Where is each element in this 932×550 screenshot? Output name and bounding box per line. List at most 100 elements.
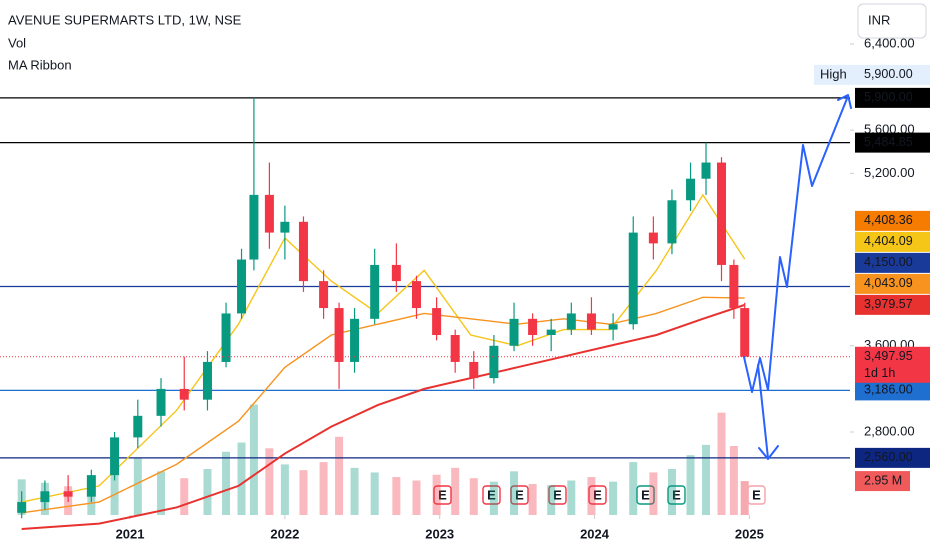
candle-body (249, 194, 259, 260)
currency-button[interactable] (857, 3, 927, 39)
candle-body (432, 308, 442, 335)
candle-body (133, 415, 143, 438)
y-tick-label: 5,200.00 (864, 165, 915, 180)
price-badge (855, 210, 930, 231)
ma-line (21, 303, 746, 531)
volume-bar (249, 404, 258, 515)
volume-bar (587, 477, 596, 515)
svg-text:E: E (553, 487, 562, 502)
x-tick-label: 2025 (735, 526, 764, 541)
volume-bar (412, 480, 421, 515)
svg-text:E: E (752, 487, 761, 502)
price-badge (855, 380, 930, 401)
price-badge (855, 87, 930, 108)
volume-bar (180, 478, 189, 515)
candle-body (489, 345, 499, 379)
candle-body (237, 259, 247, 314)
volume-bar (157, 471, 166, 515)
volume-bar (203, 469, 212, 515)
candle-body (264, 194, 274, 233)
currency-label: INR (868, 12, 890, 27)
y-tick-label: 6,400.00 (864, 35, 915, 50)
volume-bar (686, 455, 695, 515)
price-badge (855, 231, 930, 252)
candle-body (319, 281, 329, 309)
indicator-label: Vol (8, 35, 26, 50)
candle-body (701, 162, 711, 179)
candle-body (628, 232, 638, 325)
volume-badge (855, 471, 910, 492)
volume-bar (567, 480, 576, 515)
price-badge (855, 294, 930, 315)
candle-body (110, 437, 120, 476)
candle-body (729, 264, 739, 309)
candle-body (608, 324, 618, 330)
volume-bar (717, 412, 726, 515)
volume-bar (667, 469, 676, 515)
svg-text:E: E (641, 487, 650, 502)
price-badge-label: 3,979.57 (864, 297, 913, 311)
svg-text:E: E (438, 487, 447, 502)
volume-bar (489, 481, 498, 515)
x-tick-label: 2021 (116, 526, 145, 541)
volume-bar (451, 467, 460, 515)
ma-line (21, 193, 746, 503)
price-badge-label: 5,900.00 (864, 90, 913, 104)
ma-line (21, 296, 745, 514)
candle-body (334, 308, 344, 362)
svg-text:E: E (593, 487, 602, 502)
candle-body (179, 388, 189, 400)
price-badge (855, 132, 930, 153)
volume-bar (110, 466, 119, 515)
candle-body (280, 221, 290, 233)
high-label-bg (814, 64, 855, 85)
candle-body (63, 491, 73, 497)
y-tick-label: 2,800.00 (864, 423, 915, 438)
price-badge-label: 3,497.95 (864, 349, 913, 363)
volume-bar (510, 471, 519, 515)
candle-body (156, 388, 166, 416)
volume-bar (740, 481, 749, 515)
price-badge-label: 2,560.00 (864, 450, 913, 464)
volume-bar (609, 481, 618, 515)
volume-bar (649, 472, 658, 515)
svg-text:E: E (515, 487, 524, 502)
price-badge (855, 346, 930, 383)
candle-body (686, 178, 696, 201)
candle-body (469, 361, 479, 379)
indicator-label: MA Ribbon (8, 57, 72, 72)
volume-bar (280, 464, 289, 515)
projection-arrows (743, 94, 852, 460)
x-tick-label: 2022 (270, 526, 299, 541)
price-badge-label: 4,404.09 (864, 234, 913, 248)
volume-bar (702, 444, 711, 515)
volume-bar (133, 457, 142, 515)
volume-bar (350, 467, 359, 515)
svg-text:E: E (487, 487, 496, 502)
countdown-label: 1d 1h (864, 366, 895, 380)
volume-bar (729, 446, 738, 515)
candle-body (566, 313, 576, 330)
volume-bar (547, 485, 556, 515)
volume-badge-label: 2.95 M (864, 473, 902, 487)
high-label: High (820, 66, 847, 81)
volume-bar (299, 470, 308, 515)
candle-body (391, 264, 401, 282)
volume-bar (237, 442, 246, 515)
price-badge-label: 4,150.00 (864, 255, 913, 269)
high-value-bg (855, 64, 930, 85)
price-badge (855, 273, 930, 294)
price-badge-label: 3,186.00 (864, 383, 913, 397)
volume-bar (265, 448, 274, 515)
volume-bar (432, 474, 441, 515)
symbol-title: AVENUE SUPERMARTS LTD, 1W, NSE (8, 12, 242, 27)
candle-body (411, 281, 421, 309)
price-badge-label: 5,484.85 (864, 135, 913, 149)
volume-bar (469, 478, 478, 515)
candle-body (86, 475, 96, 497)
candle-body (40, 491, 50, 503)
volume-bar (319, 462, 328, 515)
candle-body (17, 502, 27, 513)
plot: 2,800.003,600.005,200.005,600.006,400.00… (0, 35, 930, 541)
